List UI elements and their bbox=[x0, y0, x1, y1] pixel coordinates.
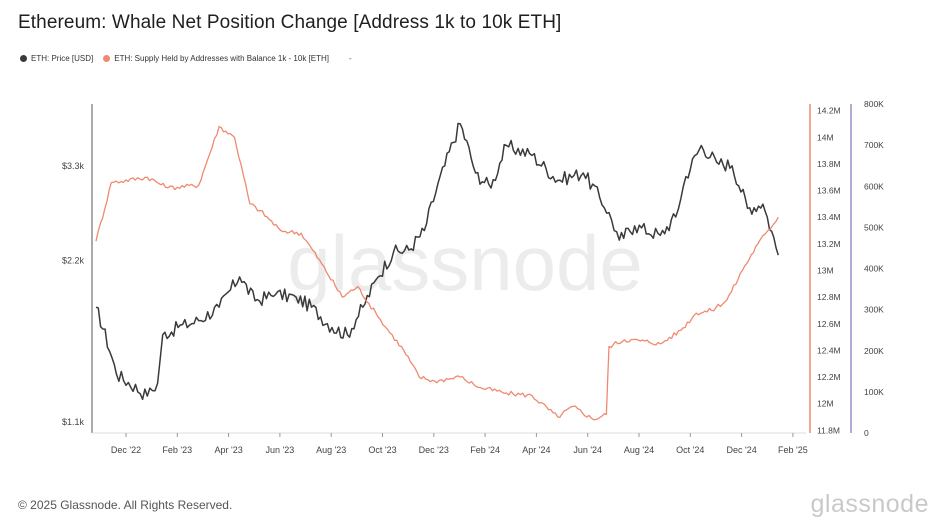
x-tick-label: Aug '23 bbox=[316, 445, 346, 455]
x-tick-label: Aug '24 bbox=[624, 445, 654, 455]
x-tick-label: Oct '24 bbox=[676, 445, 704, 455]
y-left-tick-label: $2.2k bbox=[62, 255, 85, 265]
y-right2-tick-label: 700K bbox=[864, 140, 884, 150]
y-right2-tick-label: 0 bbox=[864, 428, 869, 438]
y-right2-tick-label: 200K bbox=[864, 346, 884, 356]
y-right2-tick-label: 100K bbox=[864, 387, 884, 397]
x-tick-label: Feb '23 bbox=[162, 445, 192, 455]
supply-line bbox=[95, 125, 779, 421]
legend-extra: - bbox=[349, 54, 352, 63]
x-axis-ticks: Dec '22 Feb '23 Apr '23 Jun '23 Aug '23 Oct '… bbox=[111, 433, 808, 455]
x-tick-label: Apr '24 bbox=[522, 445, 550, 455]
y-right-tick-label: 12.4M bbox=[817, 345, 841, 355]
y-left-tick-label: $3.3k bbox=[62, 161, 85, 171]
y-right-tick-label: 12.2M bbox=[817, 372, 841, 382]
legend: ETH: Price [USD] ETH: Supply Held by Add… bbox=[20, 54, 352, 63]
y-right-tick-label: 14.2M bbox=[817, 106, 841, 116]
y-right-tick-label: 12M bbox=[817, 399, 834, 409]
y-right-tick-label: 13.6M bbox=[817, 186, 841, 196]
chart-title: Ethereum: Whale Net Position Change [Add… bbox=[18, 12, 562, 33]
y-right-ticks: 14.2M 14M 13.8M 13.6M 13.4M 13.2M 13M 12.8M 12.6… bbox=[817, 106, 841, 436]
y-left-tick-label: $1.1k bbox=[62, 417, 85, 427]
y-right2-tick-label: 400K bbox=[864, 264, 884, 274]
y-right-tick-label: 13.2M bbox=[817, 239, 841, 249]
legend-dot-price bbox=[20, 55, 27, 62]
legend-label-supply: ETH: Supply Held by Addresses with Balan… bbox=[114, 54, 329, 63]
y-right2-tick-label: 600K bbox=[864, 181, 884, 191]
legend-item-supply[interactable]: ETH: Supply Held by Addresses with Balan… bbox=[103, 54, 329, 63]
y-right-tick-label: 14M bbox=[817, 132, 834, 142]
x-tick-label: Jun '24 bbox=[573, 445, 602, 455]
x-tick-label: Apr '23 bbox=[214, 445, 242, 455]
y-right-tick-label: 13.8M bbox=[817, 159, 841, 169]
y-right2-tick-label: 800K bbox=[864, 99, 884, 109]
x-tick-label: Dec '23 bbox=[419, 445, 449, 455]
y-right2-tick-label: 300K bbox=[864, 305, 884, 315]
x-tick-label: Dec '22 bbox=[111, 445, 141, 455]
x-tick-label: Dec '24 bbox=[726, 445, 756, 455]
legend-label-price: ETH: Price [USD] bbox=[31, 54, 94, 63]
x-tick-label: Jun '23 bbox=[266, 445, 295, 455]
y-left-ticks: $3.3k $2.2k $1.1k bbox=[62, 161, 85, 427]
legend-item-price[interactable]: ETH: Price [USD] bbox=[20, 54, 93, 63]
x-tick-label: Feb '25 bbox=[778, 445, 808, 455]
y-right-tick-label: 11.8M bbox=[817, 425, 840, 435]
y-right2-ticks: 800K 700K 600K 500K 400K 300K 200K 100K 0 bbox=[864, 99, 884, 438]
copyright-footer: © 2025 Glassnode. All Rights Reserved. bbox=[18, 498, 233, 512]
y-right2-tick-label: 500K bbox=[864, 222, 884, 232]
y-right-tick-label: 12.8M bbox=[817, 292, 841, 302]
price-line bbox=[95, 122, 780, 401]
glassnode-logo: glassnode bbox=[810, 490, 929, 518]
y-right-tick-label: 13M bbox=[817, 265, 834, 275]
watermark: glassnode bbox=[287, 219, 643, 307]
y-right-tick-label: 13.4M bbox=[817, 212, 841, 222]
x-tick-label: Oct '23 bbox=[368, 445, 396, 455]
legend-dot-supply bbox=[103, 55, 111, 62]
series-lines bbox=[95, 122, 780, 421]
x-tick-label: Feb '24 bbox=[470, 445, 500, 455]
y-right-tick-label: 12.6M bbox=[817, 319, 841, 329]
